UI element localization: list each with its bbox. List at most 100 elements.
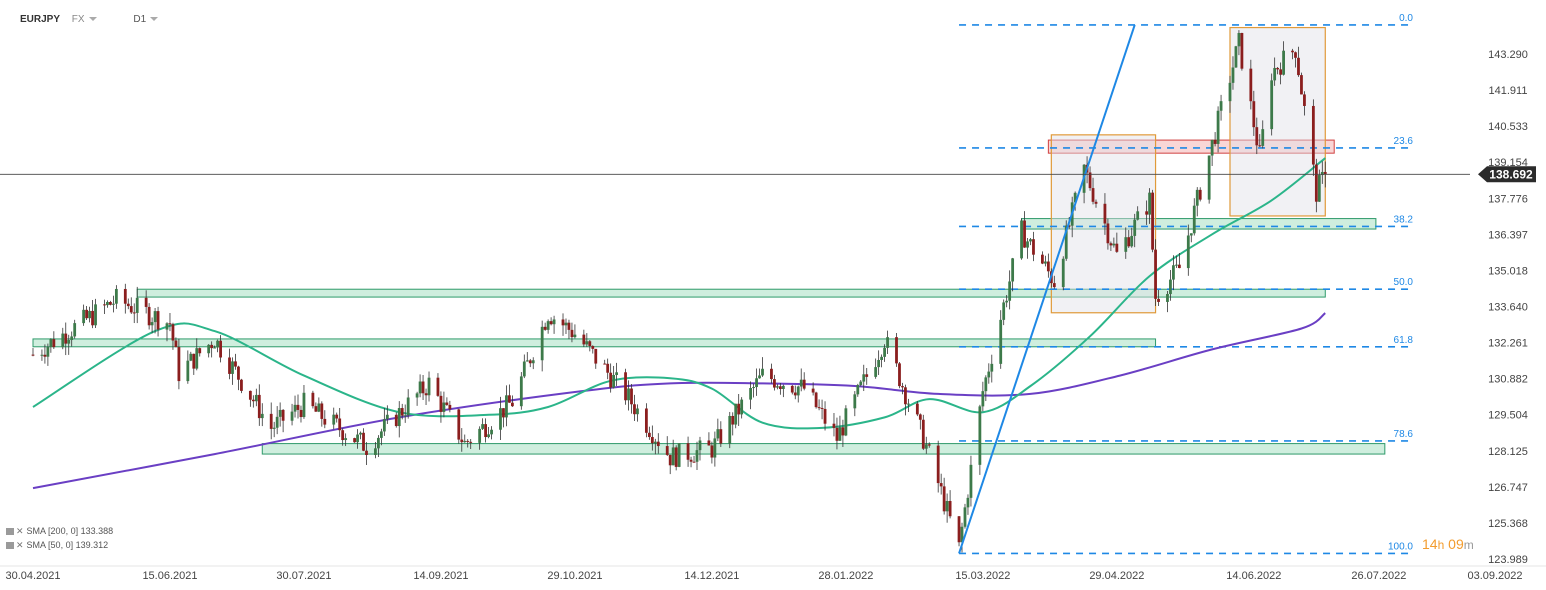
x-tick-label: 28.01.2022 — [818, 570, 873, 582]
candle-body — [522, 361, 526, 377]
candle-body — [948, 501, 952, 517]
candle-body — [469, 441, 473, 443]
candle-body — [1133, 219, 1137, 236]
market-selector[interactable]: FX — [72, 14, 100, 25]
candle-body — [1067, 225, 1071, 227]
candle-body — [1008, 281, 1012, 301]
candle-body — [546, 321, 550, 330]
y-tick-label: 125.368 — [1488, 518, 1528, 530]
candle-body — [737, 403, 741, 415]
candle-body — [1145, 211, 1149, 215]
candle-body — [314, 406, 318, 412]
candle-body — [1237, 32, 1241, 47]
candle-body — [466, 440, 470, 442]
candle-body — [67, 340, 71, 344]
candle-body — [1207, 155, 1211, 200]
candle-body — [1258, 145, 1262, 147]
y-tick-label: 143.290 — [1488, 49, 1528, 61]
candle-body — [936, 445, 940, 484]
candle-body — [61, 333, 65, 348]
candle-body — [549, 321, 553, 325]
candle-body — [85, 309, 88, 319]
candle-body — [421, 381, 425, 394]
candle-body — [415, 393, 419, 398]
chevron-down-icon — [88, 17, 97, 22]
trend-line — [958, 24, 1136, 554]
candle-body — [633, 404, 636, 415]
countdown-minutes-unit: m — [1463, 538, 1474, 552]
candle-body — [436, 377, 440, 396]
candle-body — [153, 311, 157, 323]
interval-selector[interactable]: D1 — [133, 14, 159, 25]
candle-body — [94, 304, 97, 326]
y-tick-label: 130.882 — [1488, 374, 1528, 386]
candle-body — [981, 391, 985, 407]
candle-body — [114, 288, 118, 304]
candle-body — [487, 434, 490, 438]
candle-body — [731, 415, 735, 425]
candle-body — [323, 418, 327, 425]
candle-body — [1189, 233, 1193, 236]
candle-body — [109, 301, 112, 305]
candle-body — [103, 304, 106, 306]
candle-body — [1026, 241, 1029, 248]
symbol-label[interactable]: EURJPY — [20, 14, 61, 25]
candle-body — [502, 408, 505, 418]
candle-body — [1270, 80, 1274, 130]
candle-body — [528, 360, 532, 364]
candle-body — [799, 379, 803, 387]
indicator-settings-icon[interactable] — [6, 528, 14, 536]
candle-body — [460, 439, 464, 443]
candle-body — [213, 347, 217, 349]
candle-body — [1169, 279, 1172, 295]
candle-body — [540, 326, 544, 361]
candle-body — [1282, 50, 1285, 75]
candle-body — [811, 388, 815, 393]
candle-body — [877, 359, 881, 368]
candle-body — [1172, 265, 1175, 280]
indicator-settings-icon[interactable] — [6, 542, 14, 550]
candle-body — [311, 392, 315, 407]
candle-body — [650, 437, 654, 444]
candle-body — [606, 363, 610, 373]
candle-body — [260, 413, 264, 419]
candle-body — [674, 447, 678, 467]
candle-body — [907, 403, 910, 405]
candle-body — [668, 454, 672, 466]
candle-body — [823, 408, 827, 424]
candle-body — [379, 431, 383, 438]
candle-body — [165, 323, 169, 330]
candle-body — [543, 326, 547, 330]
candle-body — [445, 402, 449, 405]
candle-body — [615, 372, 619, 375]
fibonacci-layer: 0.0 23.6 38.2 50.0 61.8 78.6 100.0 — [959, 13, 1414, 555]
candle-body — [374, 448, 377, 455]
candle-body — [1109, 243, 1113, 246]
close-icon[interactable]: ✕ — [16, 540, 24, 550]
candle-body — [171, 324, 175, 341]
candle-body — [1303, 94, 1306, 106]
candle-body — [710, 445, 714, 458]
indicator-label: SMA [50, 0] 139.312 — [26, 540, 109, 550]
candle-body — [174, 340, 178, 348]
candle-body — [338, 418, 342, 431]
candle-body — [248, 390, 252, 400]
close-icon[interactable]: ✕ — [16, 526, 24, 536]
candle-body — [1103, 203, 1107, 224]
candle-body — [1300, 75, 1303, 95]
candle-body — [237, 366, 240, 380]
candle-body — [46, 346, 50, 357]
candle-body — [397, 408, 401, 427]
candle-body — [156, 311, 160, 330]
x-tick-label: 03.09.2022 — [1467, 570, 1522, 582]
last-price-label: 138.692 — [1489, 167, 1533, 181]
candle-body — [1198, 189, 1202, 200]
candle-body — [564, 322, 568, 326]
y-tick-label: 141.911 — [1489, 85, 1528, 97]
candle-body — [1273, 67, 1277, 81]
candle-body — [838, 427, 842, 441]
fib-level-label: 61.8 — [1394, 335, 1414, 346]
candle-body — [344, 438, 348, 441]
y-tick-label: 135.018 — [1488, 265, 1528, 277]
